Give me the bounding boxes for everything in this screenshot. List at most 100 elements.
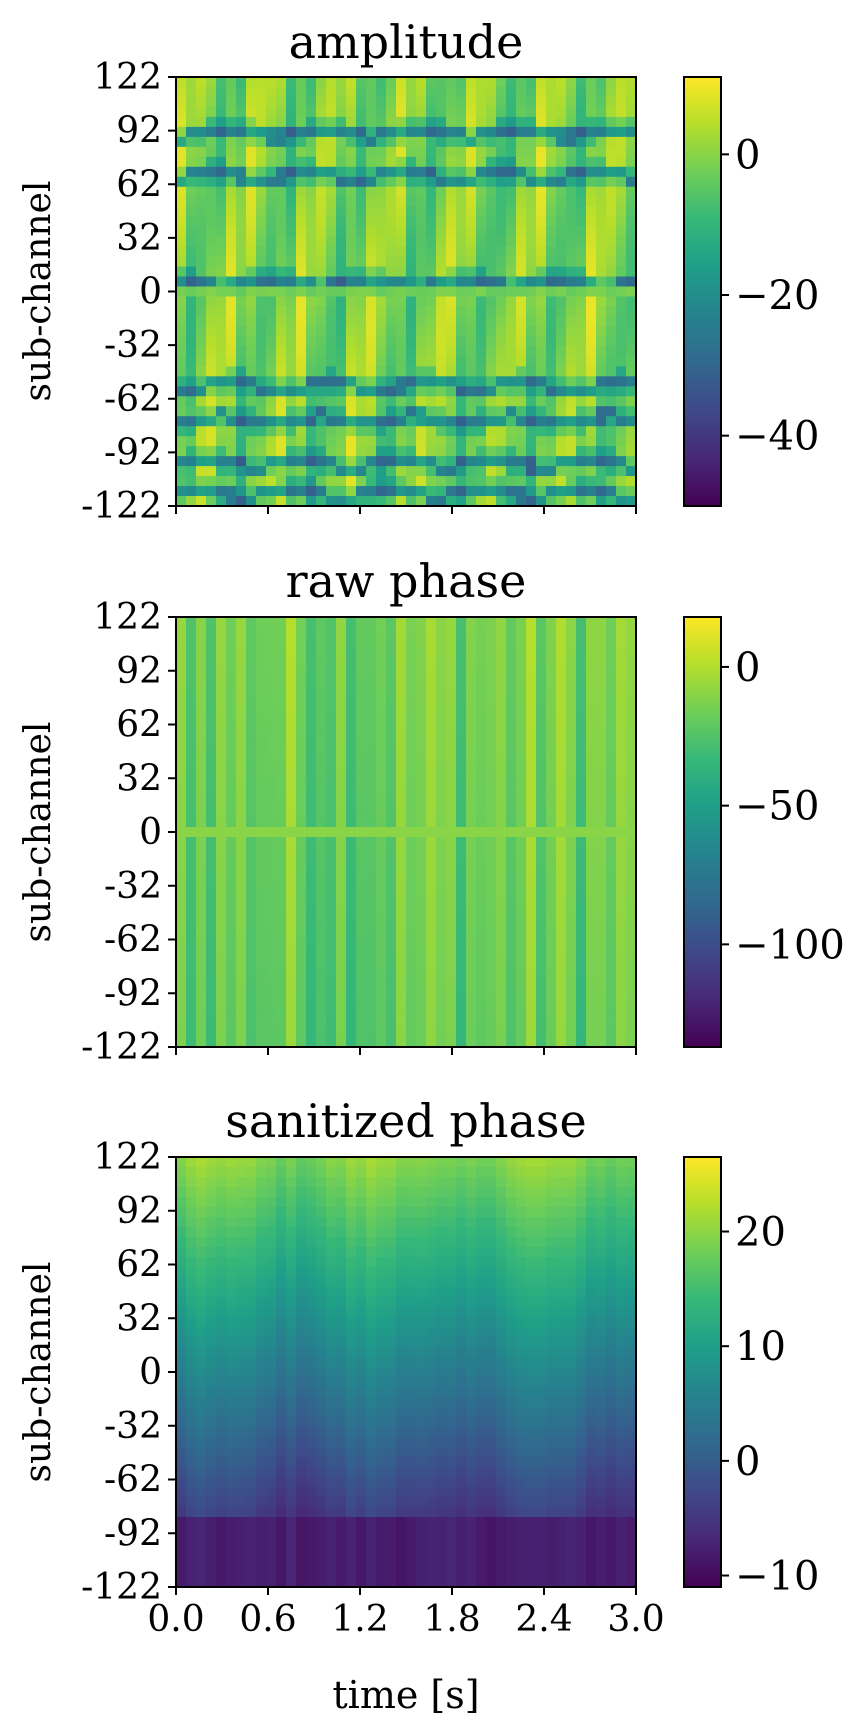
heatmap-cell bbox=[186, 1547, 197, 1558]
heatmap-cell bbox=[566, 406, 577, 417]
heatmap-cell bbox=[546, 917, 557, 928]
heatmap-cell bbox=[416, 267, 427, 278]
heatmap-cell bbox=[456, 797, 467, 808]
heatmap-cell bbox=[526, 697, 537, 708]
heatmap-cell bbox=[436, 287, 447, 298]
heatmap-cell bbox=[456, 717, 467, 728]
heatmap-cell bbox=[606, 486, 617, 497]
heatmap-cell bbox=[396, 476, 407, 487]
heatmap-cell bbox=[606, 167, 617, 178]
heatmap-cell bbox=[576, 197, 587, 208]
heatmap-cell bbox=[506, 637, 517, 648]
heatmap-cell bbox=[486, 456, 497, 467]
heatmap-cell bbox=[196, 867, 207, 878]
heatmap-cell bbox=[236, 1017, 247, 1028]
heatmap-cell bbox=[376, 817, 387, 828]
heatmap-cell bbox=[446, 306, 457, 317]
heatmap-cell bbox=[326, 1197, 337, 1208]
heatmap-cell bbox=[316, 1387, 327, 1398]
heatmap-cell bbox=[386, 787, 397, 798]
heatmap-cell bbox=[416, 187, 427, 198]
heatmap-cell bbox=[286, 137, 297, 148]
heatmap-cell bbox=[516, 366, 527, 377]
heatmap-cell bbox=[466, 287, 477, 298]
heatmap-cell bbox=[616, 127, 627, 138]
heatmap-cell bbox=[186, 1007, 197, 1018]
heatmap-cell bbox=[296, 1317, 307, 1328]
heatmap-cell bbox=[426, 687, 437, 698]
heatmap-cell bbox=[556, 987, 567, 998]
heatmap-cell bbox=[216, 727, 227, 738]
heatmap-cell bbox=[436, 466, 447, 477]
heatmap-cell bbox=[236, 1337, 247, 1348]
heatmap-cell bbox=[196, 406, 207, 417]
heatmap-cell bbox=[476, 157, 487, 168]
heatmap-cell bbox=[236, 957, 247, 968]
heatmap-cell bbox=[306, 997, 317, 1008]
heatmap-cell bbox=[196, 887, 207, 898]
heatmap-cell bbox=[596, 217, 607, 228]
heatmap-cell bbox=[596, 637, 607, 648]
heatmap-cell bbox=[376, 677, 387, 688]
heatmap-cell bbox=[386, 127, 397, 138]
heatmap-cell bbox=[306, 877, 317, 888]
heatmap-cell bbox=[236, 277, 247, 288]
heatmap-cell bbox=[336, 257, 347, 268]
heatmap-cell bbox=[316, 847, 327, 858]
heatmap-cell bbox=[596, 97, 607, 108]
heatmap-cell bbox=[406, 727, 417, 738]
heatmap-cell bbox=[396, 426, 407, 437]
heatmap-cell bbox=[336, 336, 347, 347]
heatmap-cell bbox=[406, 627, 417, 638]
heatmap-cell bbox=[356, 446, 367, 457]
heatmap-cell bbox=[216, 376, 227, 387]
heatmap-cell bbox=[326, 1387, 337, 1398]
heatmap-cell bbox=[256, 436, 267, 447]
heatmap-cell bbox=[406, 207, 417, 218]
heatmap-cell bbox=[206, 426, 217, 437]
heatmap-cell bbox=[406, 637, 417, 648]
heatmap-cell bbox=[476, 416, 487, 427]
heatmap-cell bbox=[386, 466, 397, 477]
heatmap-cell bbox=[416, 987, 427, 998]
heatmap-cell bbox=[216, 237, 227, 248]
heatmap-cell bbox=[186, 1557, 197, 1568]
heatmap-cell bbox=[226, 177, 237, 188]
heatmap-cell bbox=[206, 1287, 217, 1298]
heatmap-cell bbox=[216, 177, 227, 188]
heatmap-cell bbox=[366, 1207, 377, 1218]
heatmap-cell bbox=[346, 356, 357, 367]
heatmap-cell bbox=[186, 757, 197, 768]
heatmap-cell bbox=[346, 267, 357, 278]
colorbar-tick-label: −50 bbox=[735, 784, 819, 830]
heatmap-cell bbox=[316, 366, 327, 377]
heatmap-cell bbox=[616, 227, 627, 238]
heatmap-cell bbox=[486, 137, 497, 148]
heatmap-cell bbox=[426, 257, 437, 268]
heatmap-cell bbox=[536, 937, 547, 948]
heatmap-cell bbox=[406, 326, 417, 337]
heatmap-cell bbox=[556, 977, 567, 988]
heatmap-cell bbox=[476, 117, 487, 128]
heatmap-cell bbox=[206, 1417, 217, 1428]
heatmap-cell bbox=[176, 207, 187, 218]
heatmap-cell bbox=[276, 376, 287, 387]
heatmap-cell bbox=[616, 717, 627, 728]
heatmap-cell bbox=[566, 747, 577, 758]
heatmap-cell bbox=[396, 406, 407, 417]
heatmap-cell bbox=[376, 356, 387, 367]
title-raw-phase: raw phase bbox=[286, 554, 527, 608]
heatmap-cell bbox=[556, 326, 567, 337]
heatmap-cell bbox=[216, 957, 227, 968]
heatmap-cell bbox=[276, 1177, 287, 1188]
heatmap-cell bbox=[266, 867, 277, 878]
heatmap-cell bbox=[216, 907, 227, 918]
heatmap-cell bbox=[366, 707, 377, 718]
heatmap-cell bbox=[296, 1337, 307, 1348]
heatmap-cell bbox=[186, 77, 197, 88]
heatmap-cell bbox=[296, 1017, 307, 1028]
heatmap-cell bbox=[606, 376, 617, 387]
heatmap-cell bbox=[486, 1027, 497, 1038]
heatmap-cell bbox=[386, 1427, 397, 1438]
heatmap-cell bbox=[586, 1007, 597, 1018]
